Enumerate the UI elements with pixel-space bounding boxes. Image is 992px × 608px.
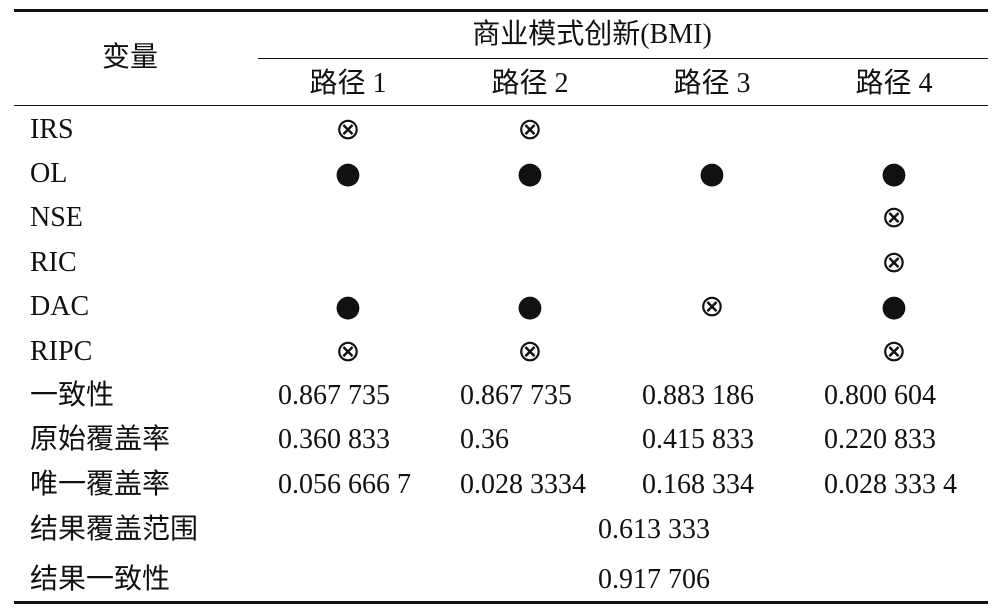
cell-value: 0.220 833 <box>824 424 936 455</box>
path-header: 路径 3 <box>673 68 751 99</box>
group-rule <box>258 58 988 59</box>
summary-label: 结果覆盖范围 <box>30 514 199 545</box>
cell-value: 0.028 3334 <box>460 469 586 500</box>
symbol: ⊗ <box>881 334 907 369</box>
symbol: ⊗ <box>517 112 543 147</box>
symbol: ● <box>516 289 544 324</box>
symbol: ● <box>516 156 544 191</box>
symbol: ● <box>334 156 362 191</box>
top-rule <box>14 9 988 12</box>
symbol: ● <box>880 156 908 191</box>
cell-value: 0.028 333 4 <box>824 469 957 500</box>
cell-value: 0.168 334 <box>642 469 754 500</box>
symbol: ● <box>334 289 362 324</box>
row-label: IRS <box>30 114 74 145</box>
symbol: ● <box>698 156 726 191</box>
bottom-rule <box>14 601 988 604</box>
cell-value: 0.800 604 <box>824 380 936 411</box>
row-label: 唯一覆盖率 <box>30 469 171 500</box>
path-header: 路径 1 <box>309 68 387 99</box>
path-header: 路径 4 <box>855 68 933 99</box>
symbol: ⊗ <box>335 334 361 369</box>
row-label: 一致性 <box>30 380 115 411</box>
cell-value: 0.867 735 <box>278 380 390 411</box>
row-label: NSE <box>30 202 83 233</box>
cell-value: 0.36 <box>460 424 509 455</box>
path-header: 路径 2 <box>491 68 569 99</box>
symbol: ● <box>880 289 908 324</box>
row-label: RIC <box>30 247 77 278</box>
row-label: DAC <box>30 291 90 322</box>
summary-label: 结果一致性 <box>30 564 171 595</box>
summary-value: 0.917 706 <box>598 564 710 595</box>
summary-value: 0.613 333 <box>598 514 710 545</box>
variable-header: 变量 <box>101 42 159 73</box>
row-label: OL <box>30 158 68 189</box>
row-label: 原始覆盖率 <box>30 424 171 455</box>
symbol: ⊗ <box>335 112 361 147</box>
header-rule <box>14 105 988 106</box>
symbol: ⊗ <box>699 289 725 324</box>
symbol: ⊗ <box>881 245 907 280</box>
cell-value: 0.056 666 7 <box>278 469 411 500</box>
group-header: 商业模式创新(BMI) <box>472 19 712 50</box>
row-label: RIPC <box>30 336 93 367</box>
cell-value: 0.867 735 <box>460 380 572 411</box>
cell-value: 0.883 186 <box>642 380 754 411</box>
cell-value: 0.360 833 <box>278 424 390 455</box>
cell-value: 0.415 833 <box>642 424 754 455</box>
symbol: ⊗ <box>881 200 907 235</box>
symbol: ⊗ <box>517 334 543 369</box>
